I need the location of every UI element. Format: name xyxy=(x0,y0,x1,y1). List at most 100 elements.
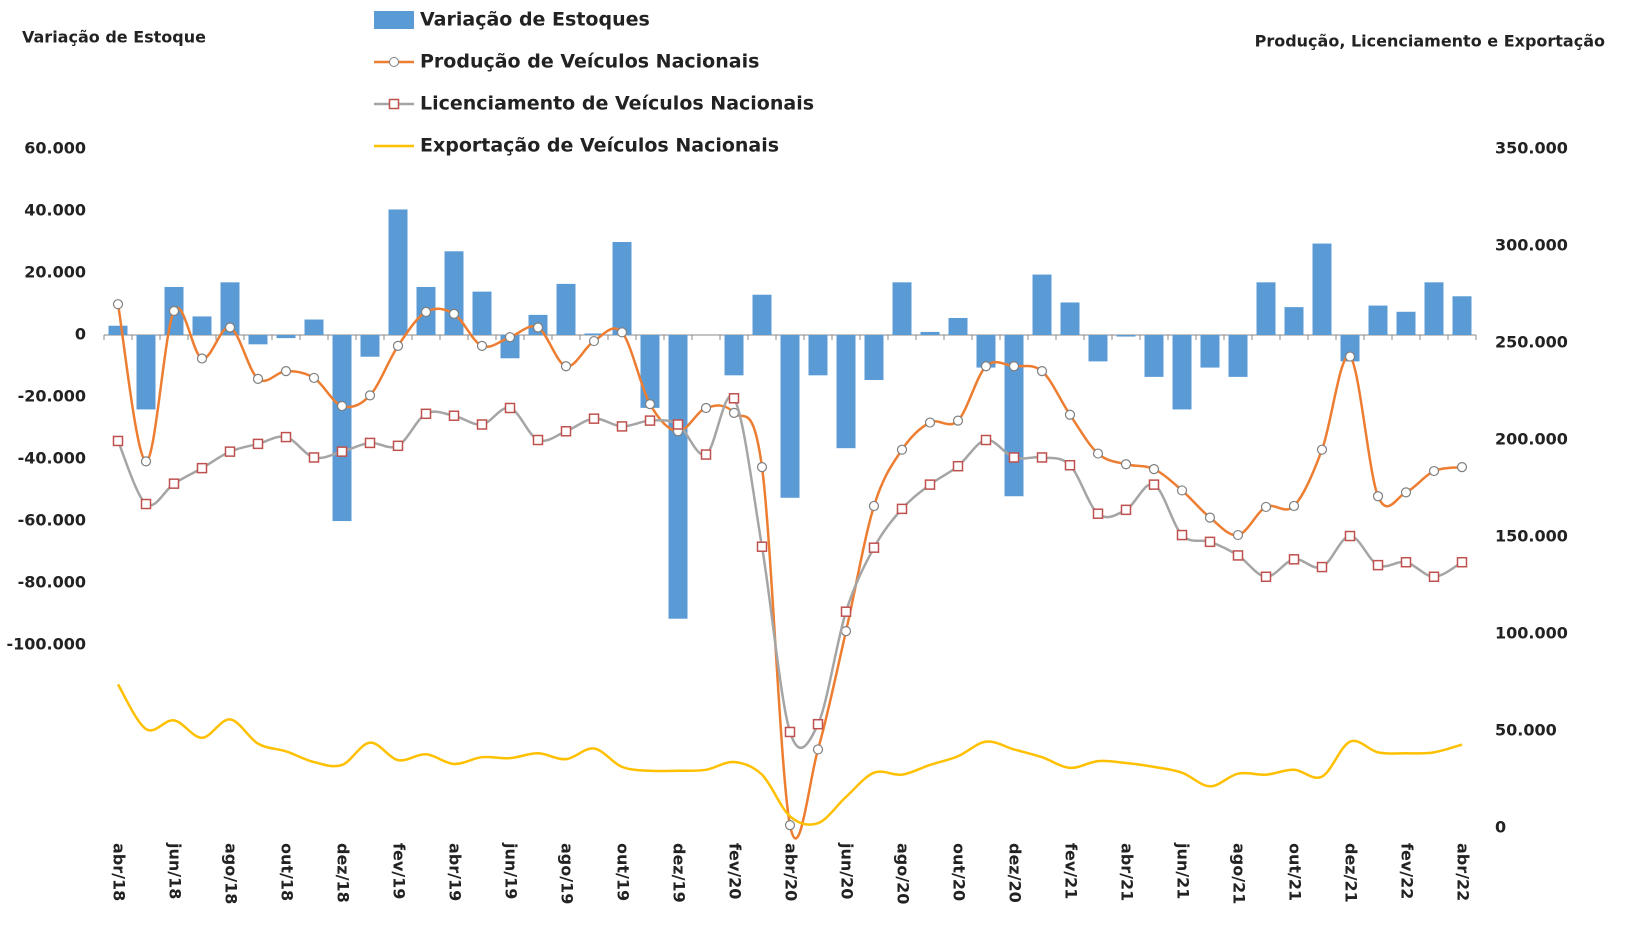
x-tick-label: jun/19 xyxy=(502,842,521,899)
legend-marker xyxy=(388,98,400,110)
x-tick-label: abr/18 xyxy=(110,843,129,901)
bar xyxy=(864,335,884,380)
point xyxy=(364,437,376,449)
point xyxy=(728,393,740,404)
point xyxy=(644,415,656,426)
point xyxy=(1204,512,1216,523)
bar xyxy=(1312,243,1332,336)
x-tick-label: ago/18 xyxy=(222,843,241,904)
x-tick-label: dez/19 xyxy=(670,843,689,903)
point xyxy=(700,402,712,414)
y-tick-label: 60.000 xyxy=(24,139,86,158)
y2-tick-label: 200.000 xyxy=(1495,430,1568,449)
point xyxy=(700,449,712,460)
point xyxy=(364,390,376,401)
point xyxy=(1120,459,1132,470)
point xyxy=(1008,452,1020,463)
x-tick-label: abr/22 xyxy=(1454,843,1473,901)
bar xyxy=(612,242,632,336)
point xyxy=(1316,444,1328,455)
point xyxy=(840,606,852,617)
point xyxy=(868,500,880,512)
y-tick-label: -100.000 xyxy=(6,635,86,654)
x-tick-label: ago/19 xyxy=(558,843,577,904)
point xyxy=(252,373,264,384)
point xyxy=(756,462,768,473)
point xyxy=(1316,561,1328,573)
point xyxy=(588,335,600,347)
point xyxy=(1064,459,1076,471)
bar xyxy=(1144,335,1164,377)
bar xyxy=(668,335,688,619)
point xyxy=(420,408,432,420)
x-tick-label: abr/21 xyxy=(1118,843,1137,901)
point xyxy=(1120,504,1132,516)
point xyxy=(560,426,572,437)
bar xyxy=(304,319,324,336)
y-tick-label: 40.000 xyxy=(24,201,86,220)
point xyxy=(1036,366,1048,377)
x-tick-label: fev/22 xyxy=(1398,843,1417,899)
y-axis-title: Variação de Estoque xyxy=(22,28,206,47)
point xyxy=(980,434,992,446)
bar xyxy=(1256,282,1276,336)
y2-tick-label: 0 xyxy=(1495,818,1506,837)
point xyxy=(336,446,348,457)
point xyxy=(1148,479,1160,490)
x-tick-label: jun/18 xyxy=(166,842,185,899)
point xyxy=(756,541,768,552)
point xyxy=(476,419,488,430)
point xyxy=(392,440,404,452)
point xyxy=(924,479,936,490)
point xyxy=(1456,462,1468,473)
bar xyxy=(948,317,968,336)
legend-swatch xyxy=(374,11,414,29)
bar xyxy=(360,335,380,357)
point xyxy=(1008,361,1020,372)
line xyxy=(116,683,1463,826)
point xyxy=(896,503,908,515)
bar xyxy=(1060,302,1080,336)
point xyxy=(868,542,880,553)
x-tick-label: abr/20 xyxy=(782,843,801,901)
point xyxy=(812,718,824,730)
x-tick-label: out/18 xyxy=(278,843,297,901)
bar xyxy=(472,291,492,336)
point xyxy=(168,478,180,489)
point xyxy=(252,438,264,450)
bar xyxy=(500,335,520,359)
point xyxy=(1176,485,1188,496)
point xyxy=(952,460,964,472)
point xyxy=(1428,465,1440,477)
point xyxy=(1372,491,1384,502)
point xyxy=(1092,448,1104,459)
bar xyxy=(1200,335,1220,368)
point xyxy=(112,299,124,310)
y-tick-label: -40.000 xyxy=(18,449,86,468)
y2-tick-label: 350.000 xyxy=(1495,139,1568,158)
bar xyxy=(1368,305,1388,336)
x-tick-label: out/19 xyxy=(614,843,633,901)
bar xyxy=(248,335,268,345)
x-tick-label: fev/19 xyxy=(390,843,409,899)
point xyxy=(560,361,572,372)
x-tick-label: abr/19 xyxy=(446,843,465,901)
point xyxy=(196,353,208,364)
y-tick-label: -80.000 xyxy=(18,573,86,592)
point xyxy=(1232,550,1244,561)
x-tick-label: out/21 xyxy=(1286,843,1305,901)
point xyxy=(616,421,628,432)
point xyxy=(1456,556,1468,568)
legend-label: Variação de Estoques xyxy=(420,9,650,31)
point xyxy=(1148,464,1160,475)
bar xyxy=(1424,282,1444,336)
point xyxy=(1036,452,1048,463)
point xyxy=(1344,530,1356,542)
point xyxy=(280,431,292,443)
x-tick-label: fev/21 xyxy=(1062,843,1081,899)
y2-tick-label: 50.000 xyxy=(1495,721,1557,740)
bar xyxy=(584,333,604,336)
bar xyxy=(976,335,996,368)
point xyxy=(784,726,796,738)
